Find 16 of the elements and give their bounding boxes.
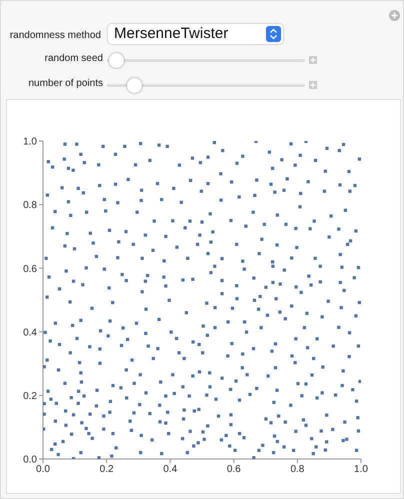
dropdown-field: MersenneTwister	[108, 24, 283, 44]
x-tick-label: 0.2	[100, 464, 114, 476]
text: randomness method	[10, 30, 101, 41]
y-tick-label: 0.2	[23, 390, 38, 402]
y-tick-label: 1.0	[23, 136, 38, 148]
x-tick-label: 0.6	[226, 464, 242, 476]
y-tick-label: 0.4	[23, 327, 38, 338]
y-tick-label: 0.6	[23, 264, 38, 275]
x-tick-label: 0.0	[36, 464, 50, 476]
text: number of points	[28, 78, 103, 89]
y-tick-label: 0.0	[23, 454, 38, 466]
text: random seed	[44, 53, 103, 64]
x-tick-label: 0.8	[290, 464, 305, 476]
x-tick-label: 0.4	[163, 464, 178, 476]
y-tick-label: 0.8	[23, 200, 38, 212]
x-tick-label: 1.0	[354, 464, 368, 476]
